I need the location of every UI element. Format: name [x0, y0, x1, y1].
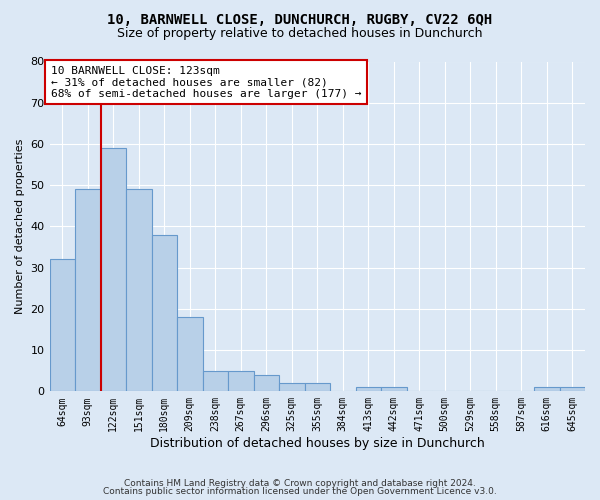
Bar: [177, 317, 203, 392]
Bar: [279, 383, 305, 392]
Bar: [381, 387, 407, 392]
Bar: [254, 375, 279, 392]
Text: 10 BARNWELL CLOSE: 123sqm
← 31% of detached houses are smaller (82)
68% of semi-: 10 BARNWELL CLOSE: 123sqm ← 31% of detac…: [51, 66, 361, 99]
Text: Size of property relative to detached houses in Dunchurch: Size of property relative to detached ho…: [117, 28, 483, 40]
Bar: [560, 387, 585, 392]
Bar: [228, 370, 254, 392]
X-axis label: Distribution of detached houses by size in Dunchurch: Distribution of detached houses by size …: [150, 437, 485, 450]
Bar: [152, 234, 177, 392]
Text: Contains HM Land Registry data © Crown copyright and database right 2024.: Contains HM Land Registry data © Crown c…: [124, 478, 476, 488]
Bar: [101, 148, 126, 392]
Bar: [534, 387, 560, 392]
Text: Contains public sector information licensed under the Open Government Licence v3: Contains public sector information licen…: [103, 487, 497, 496]
Bar: [305, 383, 330, 392]
Y-axis label: Number of detached properties: Number of detached properties: [15, 138, 25, 314]
Bar: [126, 190, 152, 392]
Bar: [50, 260, 75, 392]
Text: 10, BARNWELL CLOSE, DUNCHURCH, RUGBY, CV22 6QH: 10, BARNWELL CLOSE, DUNCHURCH, RUGBY, CV…: [107, 12, 493, 26]
Bar: [75, 190, 101, 392]
Bar: [356, 387, 381, 392]
Bar: [203, 370, 228, 392]
